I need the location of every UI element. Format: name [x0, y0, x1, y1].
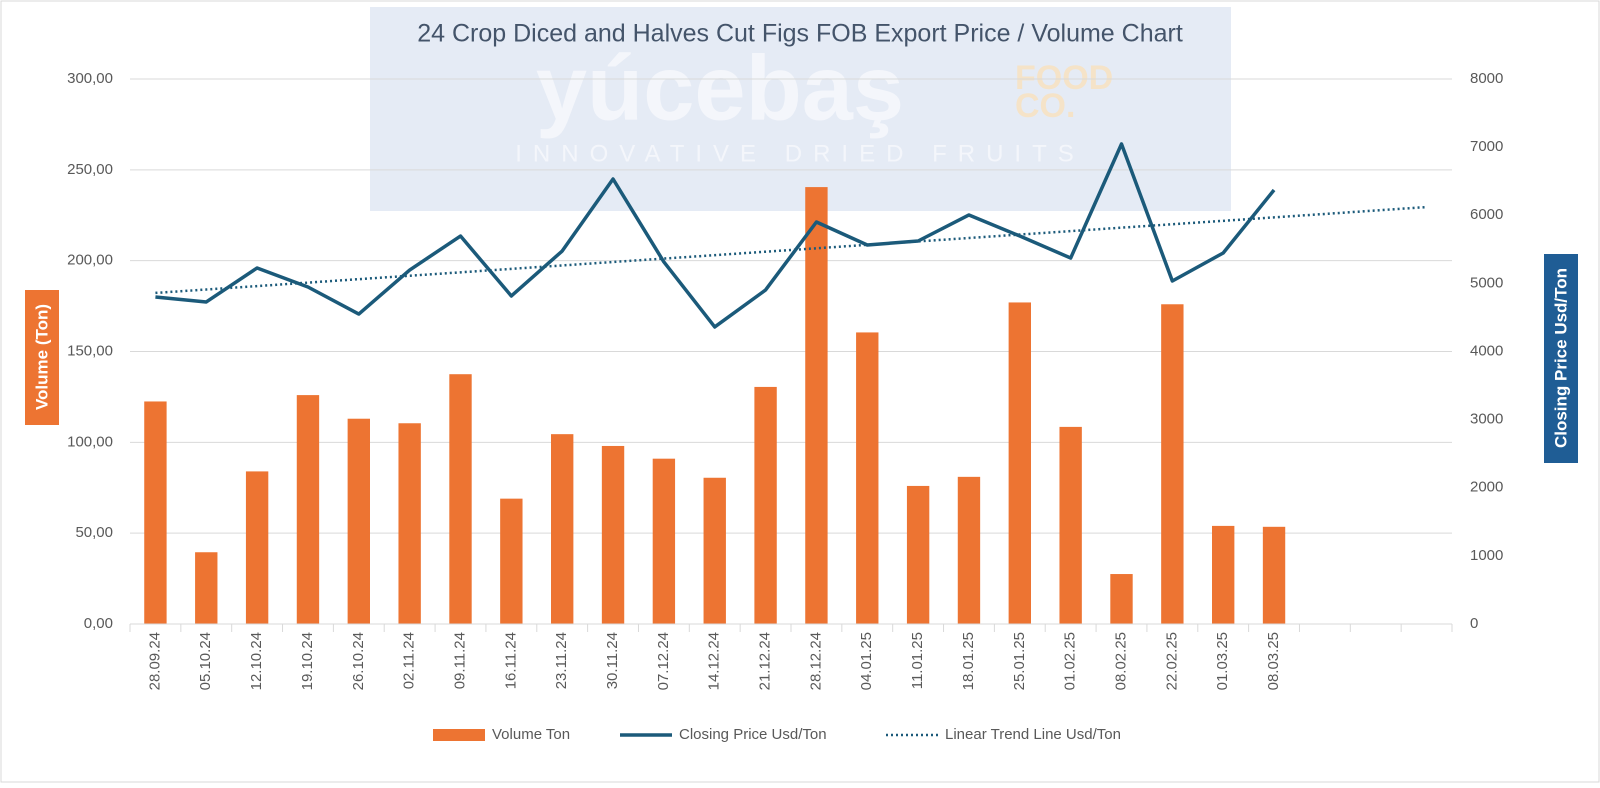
x-tick-label: 11.01.25: [909, 632, 926, 689]
x-tick-label: 01.02.25: [1062, 632, 1079, 690]
y2-tick-label: 1000: [1470, 547, 1503, 564]
y2-tick-label: 5000: [1470, 274, 1503, 291]
y2-tick-label: 7000: [1470, 138, 1503, 155]
bar: [805, 187, 828, 624]
bar: [144, 401, 167, 624]
y-tick-label: 50,00: [75, 524, 113, 541]
trend-line: [155, 205, 1427, 295]
x-tick-label: 07.12.24: [655, 632, 672, 690]
x-tick-label: 23.11.24: [553, 632, 570, 689]
bar: [551, 434, 574, 624]
bar: [601, 445, 625, 624]
x-tick-label: 18.01.25: [960, 632, 977, 690]
y2-tick-label: 8000: [1470, 70, 1503, 87]
bar: [754, 386, 777, 624]
y-tick-label: 250,00: [67, 161, 113, 178]
y2-tick-label: 4000: [1470, 342, 1503, 359]
bar: [195, 552, 218, 624]
y-axis-title-box: [25, 290, 59, 425]
x-tick-label: 02.11.24: [401, 632, 418, 689]
y-tick-label: 300,00: [67, 70, 113, 87]
x-tick-label: 21.12.24: [757, 632, 774, 690]
y2-tick-label: 6000: [1470, 206, 1503, 223]
x-tick-label: 08.02.25: [1112, 632, 1129, 690]
bar: [856, 332, 879, 624]
bar: [296, 395, 320, 624]
x-tick-label: 04.01.25: [858, 632, 875, 690]
y2-axis-title: Closing Price Usd/Ton: [1551, 268, 1570, 448]
bar: [347, 418, 370, 624]
legend-label: Linear Trend Line Usd/Ton: [945, 726, 1121, 743]
x-tick-label: 28.09.24: [146, 632, 163, 690]
y2-tick-label: 0: [1470, 615, 1478, 632]
bar: [906, 485, 930, 624]
x-tick-label: 12.10.24: [248, 632, 265, 690]
bar: [1212, 525, 1235, 624]
legend-swatch: [433, 729, 485, 741]
legend-label: Volume Ton: [492, 726, 570, 743]
watermark-brand: yúcebaş: [536, 37, 904, 139]
y-tick-label: 200,00: [67, 252, 113, 269]
bar: [398, 423, 421, 624]
bar: [500, 498, 523, 624]
watermark-suffix: FOOD: [1015, 59, 1113, 97]
x-tick-label: 22.02.25: [1163, 632, 1180, 690]
y-tick-label: 150,00: [67, 342, 113, 359]
x-tick-label: 09.11.24: [451, 632, 468, 689]
price-line: [155, 142, 1276, 329]
bar: [245, 471, 269, 624]
x-tick-label: 25.01.25: [1011, 632, 1028, 690]
x-tick-label: 28.12.24: [807, 632, 824, 690]
chart-title: 24 Crop Diced and Halves Cut Figs FOB Ex…: [417, 20, 1183, 48]
watermark-suffix: CO.: [1015, 87, 1075, 125]
y2-tick-label: 3000: [1470, 411, 1503, 428]
watermark-tagline: INNOVATIVE DRIED FRUITS: [515, 140, 1084, 167]
y2-axis-title-box: [1544, 254, 1578, 463]
bar: [1161, 304, 1184, 624]
bar: [1110, 574, 1133, 624]
bar: [1059, 426, 1082, 624]
y2-tick-label: 2000: [1470, 479, 1503, 496]
bar: [1262, 526, 1286, 624]
bar: [1008, 302, 1031, 624]
x-tick-label: 19.10.24: [299, 632, 316, 690]
bar: [703, 477, 726, 624]
bar: [957, 476, 981, 624]
x-tick-label: 14.12.24: [706, 632, 723, 690]
x-tick-label: 05.10.24: [197, 632, 214, 690]
y-tick-label: 0,00: [84, 615, 113, 632]
x-tick-label: 30.11.24: [604, 632, 621, 689]
legend-label: Closing Price Usd/Ton: [679, 726, 827, 743]
x-tick-label: 26.10.24: [350, 632, 367, 690]
y-tick-label: 100,00: [67, 433, 113, 450]
y-axis-title: Volume (Ton): [32, 304, 51, 410]
watermark-box: [370, 7, 1231, 211]
x-tick-label: 16.11.24: [502, 632, 519, 689]
x-tick-label: 01.03.25: [1214, 632, 1231, 690]
bar: [449, 374, 472, 624]
x-tick-label: 08.03.25: [1265, 632, 1282, 690]
bar: [652, 458, 676, 624]
